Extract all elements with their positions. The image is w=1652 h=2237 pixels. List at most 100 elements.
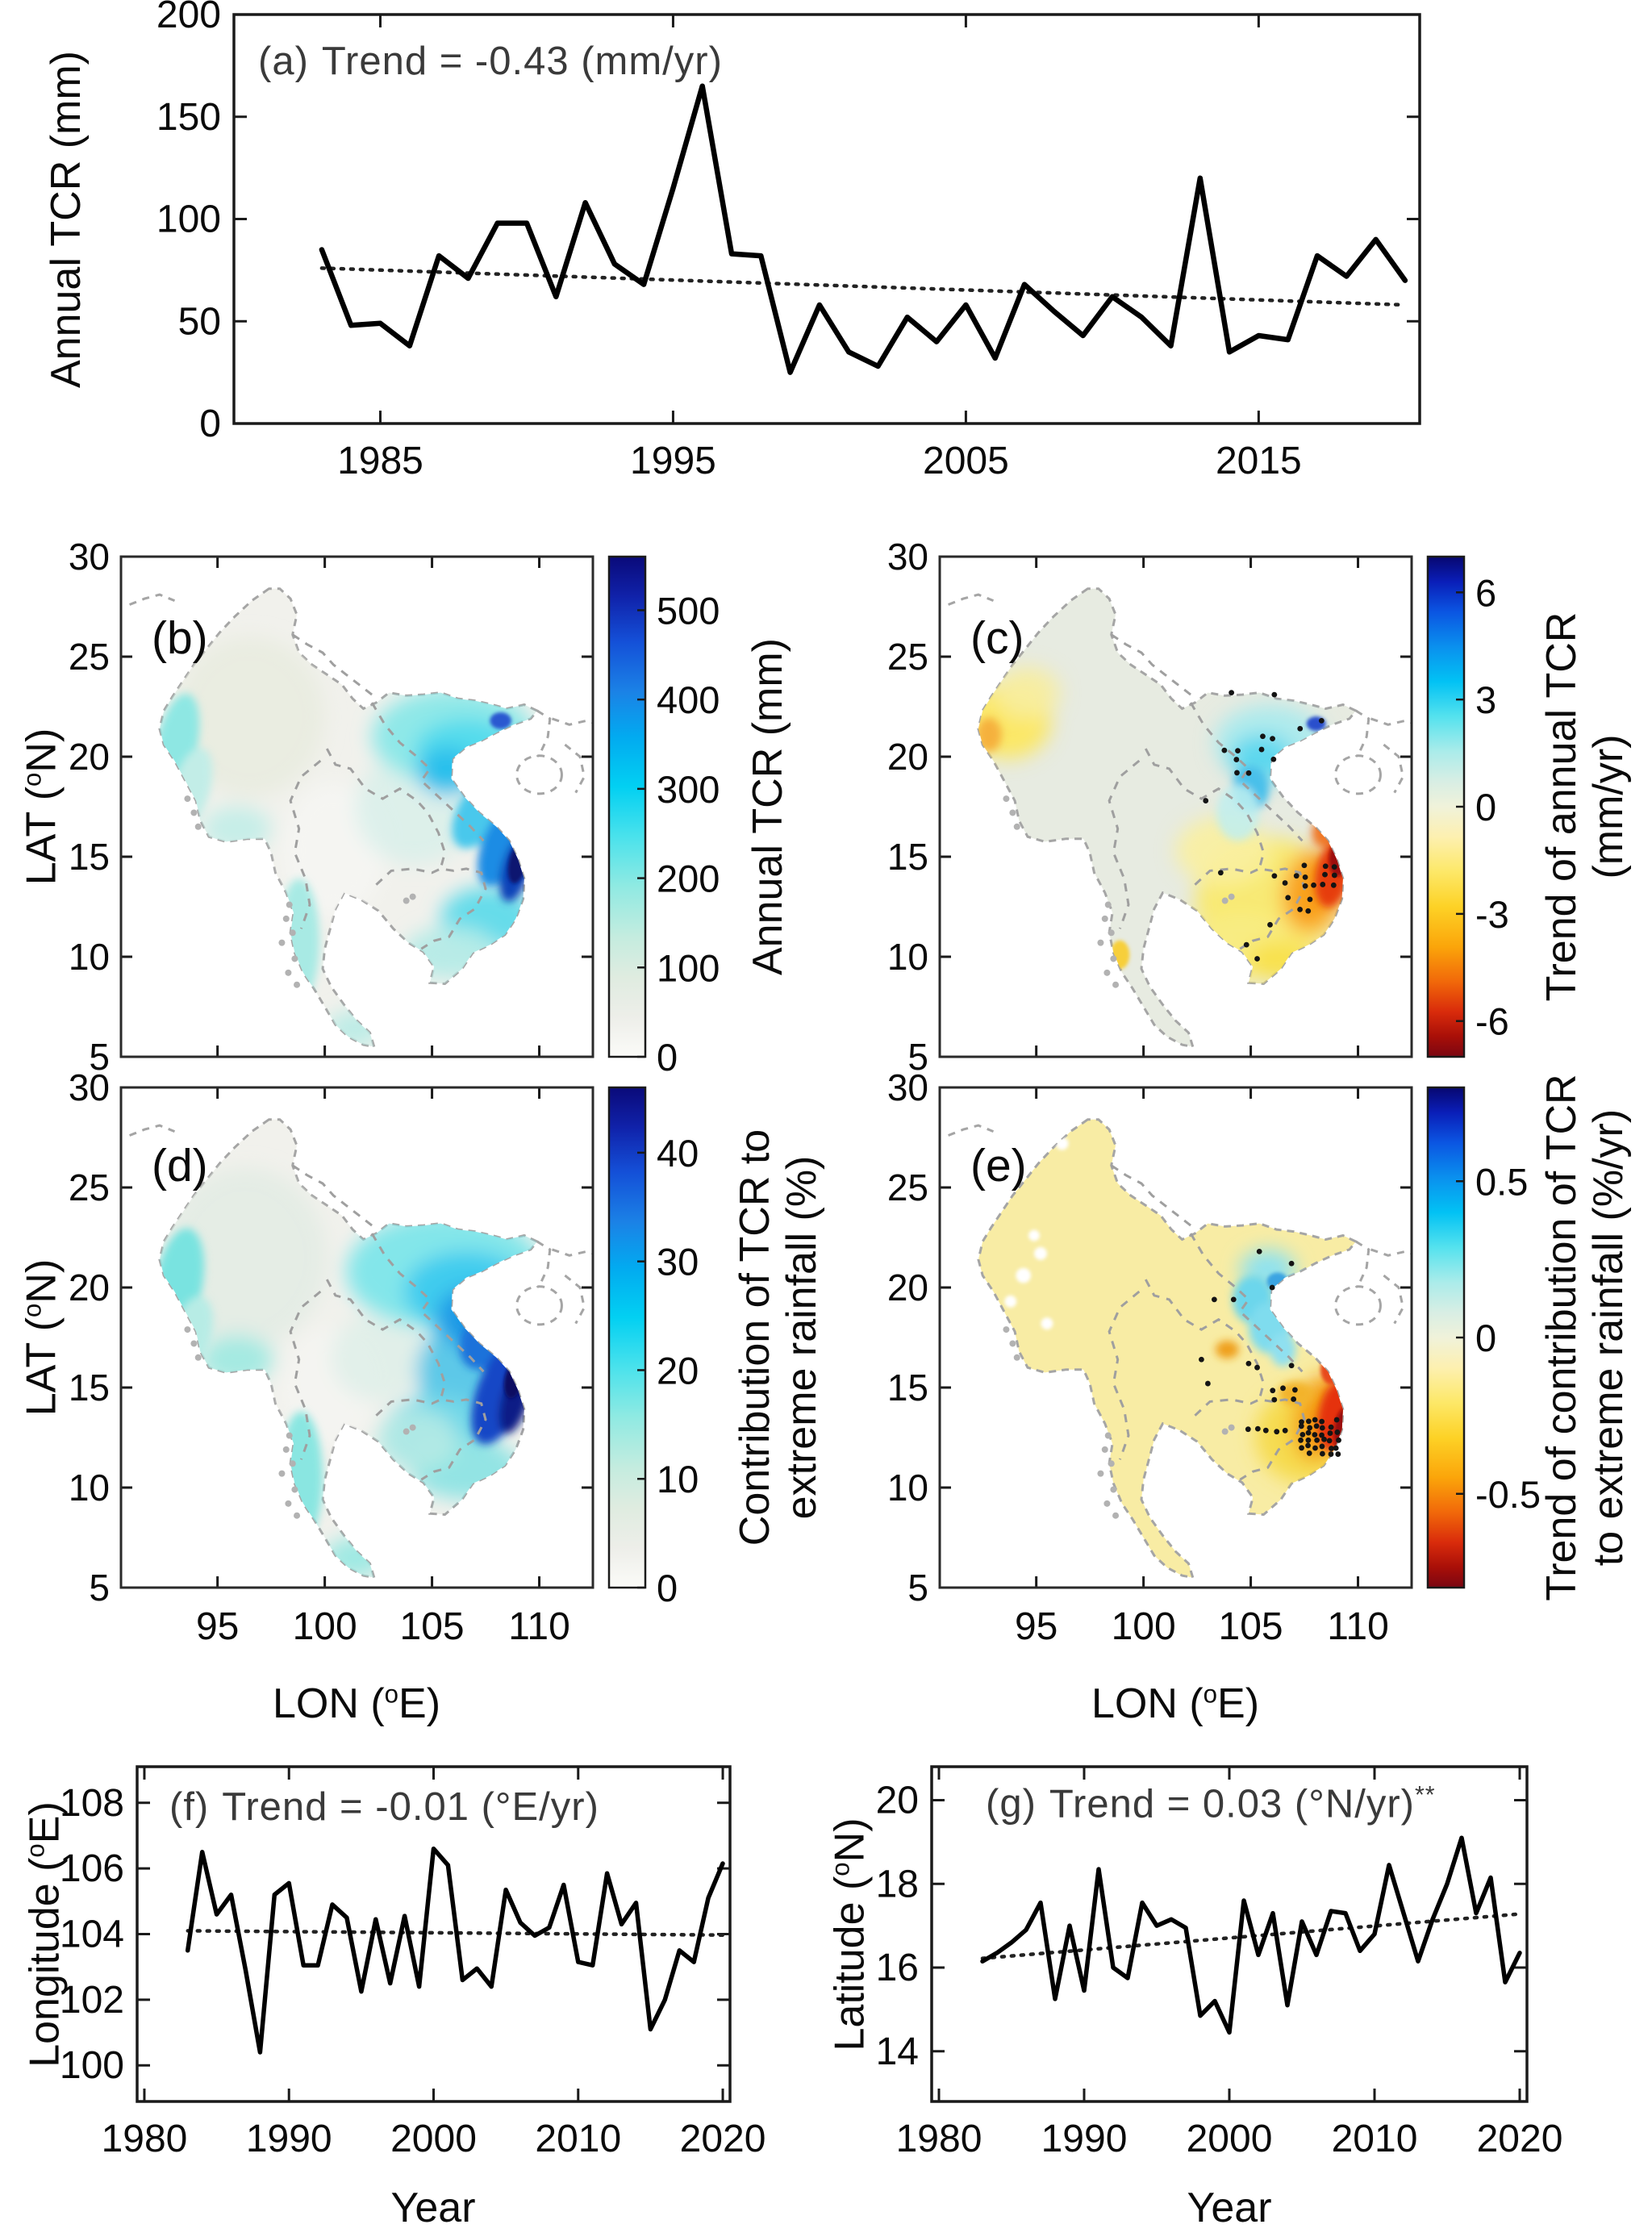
panel-b-map: 30 25 20 15 10 5 500 400 300 200 100 0 [69, 536, 720, 1079]
lon-tick-label: 105 [1219, 1605, 1283, 1648]
colorbar-tick-label: 10 [657, 1458, 699, 1500]
colorbar-tick-label: 30 [657, 1241, 699, 1283]
colorbar-tick-label: 500 [657, 589, 720, 632]
lat-tick-label: 30 [69, 1066, 110, 1108]
x-tick-label: 1980 [102, 2118, 188, 2160]
panel-f-annotation: (f) Trend = -0.01 (°E/yr) [169, 1784, 599, 1830]
islets-d [184, 1326, 416, 1519]
colorbar-d [607, 1086, 647, 1589]
sea-coastlines-d [129, 1124, 594, 1326]
colorbar-tick-label: 0 [657, 1567, 678, 1609]
panel-a-letter: (a) [258, 40, 309, 83]
panel-a-annotation: (a) Trend = -0.43 (mm/yr) [258, 39, 723, 84]
map-frame-c [938, 555, 1413, 1058]
lat-tick-label: 10 [887, 1467, 928, 1509]
lat-tick-label: 10 [887, 936, 928, 978]
lat-tick-label: 30 [887, 536, 928, 578]
map-frame-e [938, 1086, 1413, 1589]
panel-g-letter: (g) [986, 1782, 1037, 1826]
colorbar-tick-label: 20 [657, 1349, 699, 1392]
lat-tick-label: 30 [69, 536, 110, 578]
colorbar-tick-label: 400 [657, 678, 720, 721]
x-tick-label: 2020 [680, 2118, 766, 2160]
lon-tick-label: 95 [196, 1605, 239, 1648]
panel-g-significance: ** [1414, 1781, 1436, 1809]
landmass-c [977, 587, 1358, 1049]
colorbar-tick-label: 6 [1475, 571, 1496, 614]
lon-tick-label: 110 [1327, 1605, 1389, 1648]
panel-b-ylabel: LAT (oN) [18, 728, 65, 886]
x-tick-label: 1985 [337, 440, 423, 482]
y-tick-label: 100 [156, 198, 221, 241]
colorbar-tick-label: 300 [657, 768, 720, 811]
x-tick-label: 1990 [246, 2118, 332, 2160]
colorbar-tick-label: 0 [1475, 786, 1496, 828]
x-tick-label: 1990 [1041, 2118, 1128, 2160]
colorbar-e-label: Trend of contribution of TCR to extreme r… [1538, 1074, 1632, 1601]
lat-tick-label: 5 [907, 1567, 928, 1609]
lat-tick-label: 25 [69, 636, 110, 678]
country-borders-c [1108, 633, 1306, 950]
lat-tick-label: 10 [69, 1467, 110, 1509]
lat-tick-label: 10 [69, 936, 110, 978]
panel-g-trend-text: Trend = 0.03 (°N/yr) [1049, 1782, 1415, 1826]
x-tick-label: 2020 [1477, 2118, 1563, 2160]
y-tick-label: 106 [60, 1847, 124, 1890]
x-tick-label: 1980 [896, 2118, 982, 2160]
colorbar-tick-label: -0.5 [1475, 1473, 1541, 1516]
lat-tick-label: 25 [887, 1166, 928, 1208]
country-borders-d [289, 1164, 487, 1481]
panel-c-letter: (c) [970, 612, 1024, 664]
colorbar-tick-label: 3 [1475, 678, 1496, 721]
trend-line-f [186, 1929, 725, 1937]
axes-g [932, 1767, 1527, 2101]
panel-f-ylabel: Longitude (oE) [21, 1801, 69, 2068]
panel-g-annotation: (g) Trend = 0.03 (°N/yr)** [986, 1781, 1436, 1826]
y-tick-label: 100 [60, 2044, 124, 2087]
lat-tick-label: 20 [887, 736, 928, 778]
lat-tick-label: 30 [887, 1066, 928, 1108]
lat-tick-label: 25 [69, 1166, 110, 1208]
country-borders-e [1108, 1164, 1306, 1481]
panel-d-ylabel: LAT (oN) [18, 1258, 65, 1417]
colorbar-tick-label: 0 [1475, 1317, 1496, 1359]
lon-tick-label: 105 [400, 1605, 465, 1648]
colorbar-tick-label: 0 [657, 1036, 678, 1079]
lat-tick-label: 15 [887, 836, 928, 878]
panel-g-chart: 1980 1990 2000 2010 2020 14 16 18 20 [876, 1765, 1563, 2160]
panel-f-xlabel: Year [390, 2185, 476, 2231]
panel-g-ylabel: Latitude (oN) [826, 1818, 874, 2051]
y-tick-label: 50 [178, 300, 221, 343]
islets-c [1003, 795, 1235, 988]
lat-tick-label: 15 [69, 836, 110, 878]
y-tick-label: 200 [156, 0, 221, 36]
colorbar-b-label: Annual TCR (mm) [745, 637, 791, 976]
data-series-f [185, 1846, 725, 2055]
colorbar-tick-label: 40 [657, 1132, 699, 1175]
lon-tick-label: 110 [508, 1605, 570, 1648]
panel-f-trend-text: Trend = -0.01 (°E/yr) [222, 1785, 599, 1829]
lat-tick-label: 25 [887, 636, 928, 678]
panel-f-letter: (f) [169, 1785, 210, 1829]
y-tick-label: 0 [199, 403, 221, 445]
panel-e-xlabel: LON (oE) [1091, 1680, 1260, 1727]
x-tick-label: 2015 [1216, 440, 1302, 482]
x-tick-label: 1995 [630, 440, 716, 482]
panel-d-xlabel: LON (oE) [272, 1680, 441, 1727]
panel-d-letter: (d) [152, 1140, 208, 1192]
lat-tick-label: 5 [89, 1036, 110, 1078]
lon-tick-label: 95 [1015, 1605, 1058, 1648]
y-tick-label: 150 [156, 96, 221, 139]
lat-tick-label: 5 [907, 1036, 928, 1078]
y-tick-label: 16 [876, 1947, 919, 1989]
panel-a-ylabel: Annual TCR (mm) [43, 50, 90, 389]
y-tick-label: 18 [876, 1863, 919, 1905]
lat-tick-label: 5 [89, 1567, 110, 1609]
sea-coastlines-b [129, 593, 594, 795]
lat-tick-label: 20 [69, 1267, 110, 1308]
plot-frame-a [232, 13, 1421, 425]
colorbar-tick-label: -6 [1475, 1000, 1509, 1043]
